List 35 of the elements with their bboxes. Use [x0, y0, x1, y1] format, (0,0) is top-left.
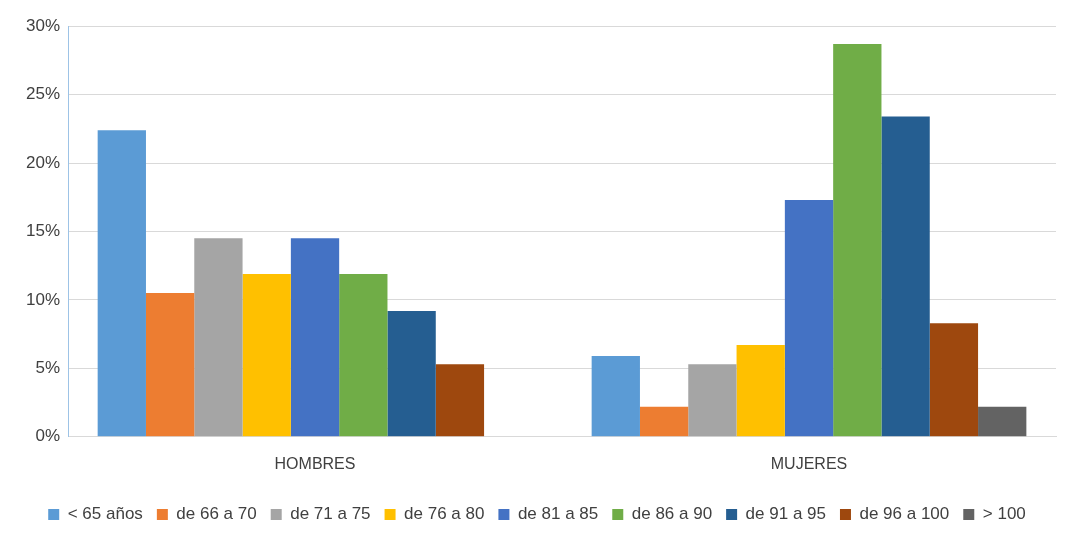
bar	[339, 273, 388, 437]
bar	[881, 116, 930, 437]
legend-label: de 71 a 75	[290, 504, 371, 524]
y-tick-label: 15%	[25, 221, 61, 241]
bar	[591, 356, 640, 437]
y-tick-label: 30%	[25, 15, 61, 35]
y-tick-label: 5%	[35, 358, 61, 378]
legend-label: de 96 a 100	[859, 504, 950, 524]
legend-label: de 91 a 95	[745, 504, 826, 524]
y-tick-label: 10%	[25, 289, 61, 309]
bar	[833, 43, 882, 437]
legend-label: de 86 a 90	[631, 504, 713, 524]
legend-label: de 81 a 85	[517, 504, 599, 524]
bar	[978, 406, 1027, 437]
bar	[929, 323, 979, 437]
bar	[736, 345, 785, 437]
bar	[387, 310, 436, 437]
legend-label: > 100	[982, 504, 1026, 524]
bar	[145, 293, 195, 437]
x-tick-label: MUJERES	[770, 454, 848, 472]
bar	[290, 238, 340, 437]
bar	[97, 130, 146, 437]
y-tick-label: 25%	[25, 84, 61, 104]
legend-label: de 66 a 70	[176, 504, 257, 524]
bar	[784, 200, 834, 437]
x-tick-label: HOMBRES	[274, 454, 356, 472]
bar	[435, 364, 485, 437]
y-tick-label: 20%	[25, 152, 61, 172]
legend-label: < 65 años	[67, 504, 143, 524]
legend-label: de 76 a 80	[404, 504, 485, 524]
bar	[688, 364, 737, 437]
y-tick-label: 0%	[35, 426, 61, 446]
bar	[194, 238, 243, 437]
bar	[242, 273, 291, 437]
bar	[639, 406, 689, 437]
